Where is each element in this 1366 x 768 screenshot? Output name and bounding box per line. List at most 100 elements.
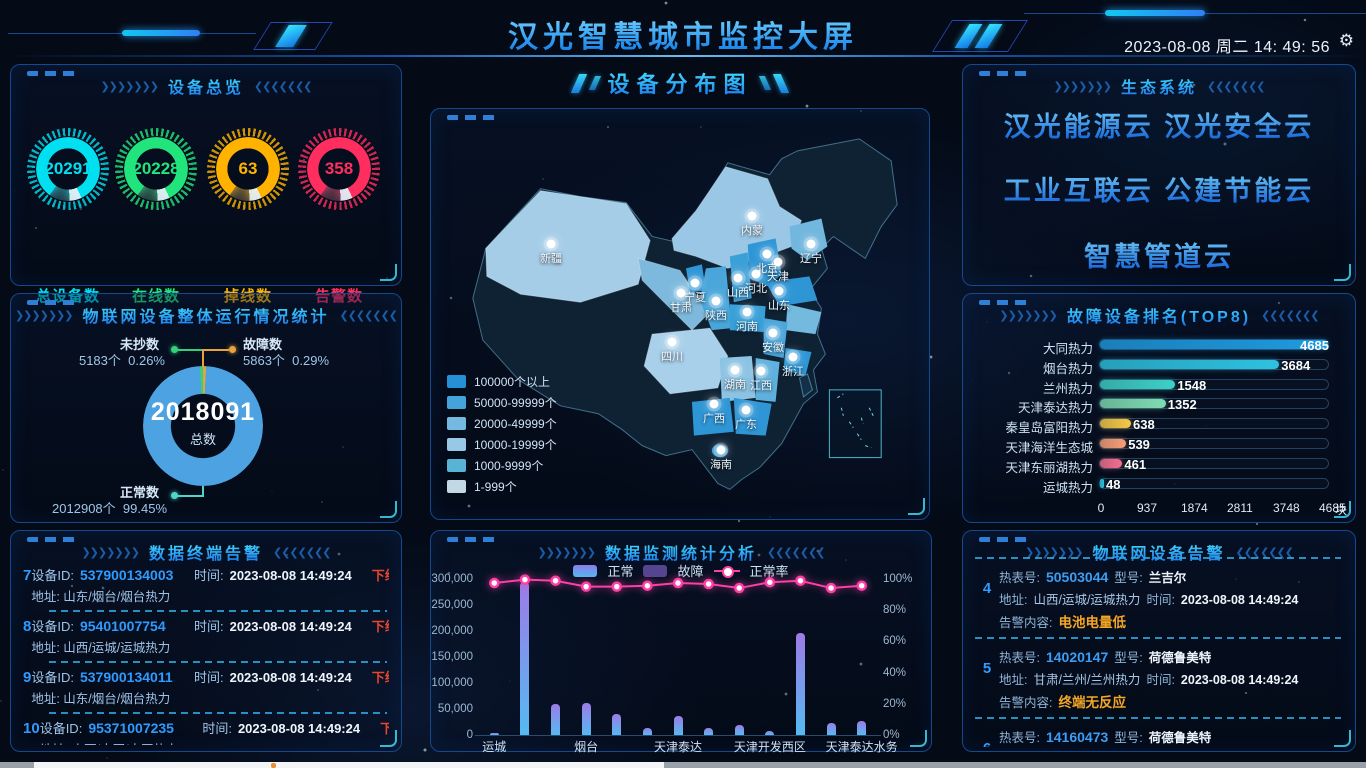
fault-rank-label: 天津海洋生态城 (1005, 441, 1093, 455)
province-marker-四川[interactable] (667, 337, 677, 347)
legend-label-rate: 正常率 (749, 564, 789, 579)
device-id-value: 95371007235 (88, 720, 174, 736)
callout-line (203, 349, 229, 351)
addr-label: 地址: (999, 673, 1028, 687)
ecosystem-entry[interactable]: 智慧管道云 (963, 235, 1355, 274)
gear-icon[interactable]: ⚙ (1338, 31, 1354, 50)
taskbar-app-icon[interactable] (271, 763, 276, 768)
legend-swatch (447, 480, 466, 493)
row-content: 热表号:14160473型号:荷德鲁美特地址:山西/大同/大同热力时间:2023… (999, 724, 1343, 747)
iot-alarm-row[interactable]: 6热表号:14160473型号:荷德鲁美特地址:山西/大同/大同热力时间:202… (975, 719, 1343, 747)
star (423, 748, 427, 752)
gauge-总设备数: 20291总设备数 (26, 127, 110, 305)
terminal-alarm-row[interactable]: 10 设备ID: 95371007235 时间: 2023-08-08 14:49:24… (23, 718, 389, 745)
fault-rank-track: 638 (1099, 417, 1329, 432)
province-marker-山东[interactable] (774, 286, 784, 296)
province-marker-江西[interactable] (756, 366, 766, 376)
province-marker-陕西[interactable] (711, 296, 721, 306)
province-label: 宁夏 (684, 292, 706, 304)
y-axis-tick-left: 150,000 (431, 651, 473, 663)
iot-alarm-row[interactable]: 5 热表号: 14020147 型号: 荷德鲁美特 地址: 甘肃/兰州/兰州热力 时间: 202… (975, 639, 1343, 717)
province-marker-海南[interactable] (716, 445, 726, 455)
x-axis-label: 天津泰达 (653, 740, 703, 754)
header-right-glow-segment (1105, 10, 1205, 16)
fault-rank-row: 大同热力 4685 (963, 338, 1355, 356)
province-marker-广东[interactable] (741, 405, 751, 415)
province-marker-安徽[interactable] (768, 328, 778, 338)
gauge-label: 告警数 (297, 285, 381, 306)
donut-center: 2018091 总数 (143, 398, 263, 448)
panel-title: 生态系统 (1121, 74, 1197, 98)
panel-title: 设备总览 (168, 74, 244, 98)
legend-swatch (447, 417, 466, 430)
legend-swatch (447, 459, 466, 472)
legend-swatch (447, 396, 466, 409)
fault-rank-track: 4685 (1099, 338, 1329, 353)
meter-value: 50503044 (1045, 569, 1109, 585)
x-axis-label: 天津泰达水务 (825, 740, 898, 754)
province-marker-北京[interactable] (762, 249, 772, 259)
province-marker-湖南[interactable] (730, 365, 740, 375)
fault-rank-row: 运城热力 48 (963, 477, 1355, 495)
model-label: 型号: (1114, 651, 1143, 665)
taskbar-window-edge[interactable] (34, 762, 664, 768)
callout-fault-count: 5863个 0.29% (243, 353, 330, 368)
callout-line (177, 349, 203, 351)
province-marker-甘肃[interactable] (676, 288, 686, 298)
time-value: 2023-08-08 14:49:24 (1180, 593, 1299, 607)
terminal-alarm-row[interactable]: 7 设备ID: 537900134003 时间: 2023-08-08 14:49:24… (23, 565, 389, 605)
callout-normal-label: 正常数 (119, 485, 159, 500)
ecosystem-entry[interactable]: 工业互联云 公建节能云 (963, 169, 1355, 208)
x-axis-tick: 3748 (1273, 501, 1300, 515)
star (0, 699, 2, 702)
legend-label-normal: 正常 (607, 564, 634, 579)
meter-value: 14160473 (1045, 729, 1109, 745)
device-id-value: 95401007754 (79, 618, 166, 634)
time-label: 时间: (1146, 673, 1175, 687)
slash-icon (571, 73, 588, 93)
time-label: 时间: (193, 670, 224, 685)
title-arrows-left: ❯❯❯❯❯❯❯ (81, 546, 140, 559)
terminal-alarm-row[interactable]: 9 设备ID: 537900134011 时间: 2023-08-08 14:49:24… (23, 667, 389, 707)
row-line1: 热表号: 50503044 型号: 兰吉尔 (999, 567, 1343, 586)
fault-rank-row: 秦皇岛富阳热力 638 (963, 417, 1355, 435)
fault-rank-label: 大同热力 (1042, 342, 1093, 356)
gauge-arc (35, 136, 101, 202)
row-content: 设备ID: 95371007235 时间: 2023-08-08 14:49:24 下线… (40, 718, 389, 745)
y-axis-tick-left: 200,000 (431, 625, 473, 637)
province-marker-新疆[interactable] (546, 239, 556, 249)
province-marker-内蒙[interactable] (747, 211, 757, 221)
province-marker-宁夏[interactable] (690, 278, 700, 288)
iot-alarm-row[interactable]: 4 热表号: 50503044 型号: 兰吉尔 地址: 山西/运城/运城热力 时间: 2023-… (975, 559, 1343, 637)
page-title: 汉光智慧城市监控大屏 (0, 12, 1366, 56)
fault-rank-label: 天津东丽湖热力 (1005, 460, 1093, 475)
fault-rank-fill (1100, 458, 1123, 468)
province-marker-浙江[interactable] (788, 352, 798, 362)
province-marker-广西[interactable] (709, 399, 719, 409)
row-line1: 设备ID: 95371007235 时间: 2023-08-08 14:49:24 下线 (40, 718, 389, 737)
province-marker-河南[interactable] (742, 307, 752, 317)
province-marker-天津[interactable] (773, 257, 783, 267)
ecosystem-entry[interactable]: 汉光能源云 汉光安全云 (963, 105, 1355, 144)
panel-title: 数据监测统计分析 (605, 540, 757, 564)
fault-rank-row: 天津海洋生态城 539 (963, 437, 1355, 455)
province-marker-河北[interactable] (751, 269, 761, 279)
gauge-告警数: 358 告警数 (297, 127, 381, 305)
y-axis-tick-left: 300,000 (431, 573, 473, 585)
taiwan-shape (798, 373, 814, 398)
gauge-value: 63 (238, 159, 258, 178)
y-axis-tick-left: 0 (466, 729, 473, 741)
time-label: 时间: (193, 619, 224, 634)
province-marker-山西[interactable] (733, 273, 743, 283)
legend-swatch (447, 375, 466, 388)
terminal-alarm-row[interactable]: 8 设备ID: 95401007754 时间: 2023-08-08 14:49:24 下… (23, 616, 389, 656)
fault-rank-fill (1100, 419, 1132, 429)
row-line2: 地址: 山东/烟台/烟台热力 (31, 590, 171, 604)
addr-label: 地址: (999, 593, 1028, 607)
content-value: 终端无反应 (1058, 695, 1126, 710)
province-marker-辽宁[interactable] (806, 239, 816, 249)
title-arrows-left: ❯❯❯❯❯❯❯ (14, 309, 74, 322)
gauge-arc (215, 136, 281, 202)
row-separator (49, 610, 387, 612)
taskbar-sliver[interactable] (0, 762, 1366, 768)
